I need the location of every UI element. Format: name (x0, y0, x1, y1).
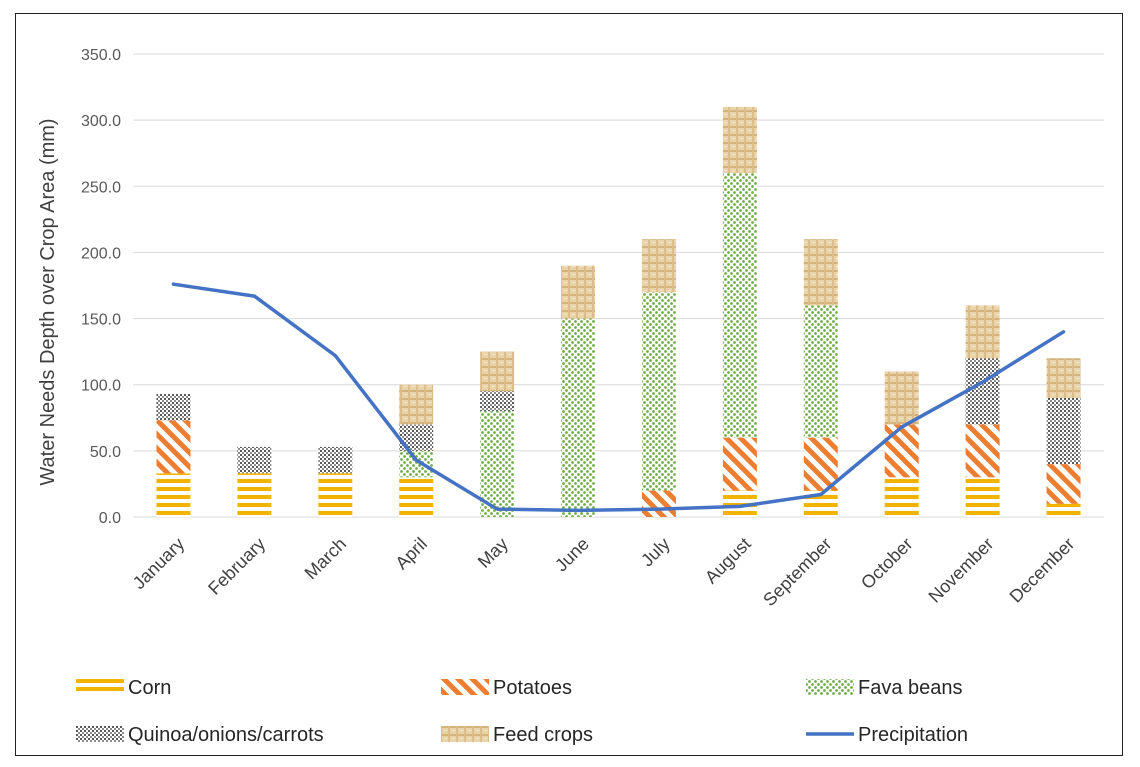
legend: Corn Potatoes Fava beans Quinoa/onions/carr… (76, 677, 968, 746)
bar-segment-potatoes (884, 424, 919, 478)
bar-segment-corn (156, 473, 191, 517)
bar-segment-quinoa-onions-carrots (480, 391, 515, 412)
bar-segment-corn (237, 473, 272, 517)
precipitation-line (171, 282, 1066, 513)
legend-swatch (76, 726, 124, 742)
x-category-label: February (204, 534, 269, 599)
bar-segment-quinoa-onions-carrots (156, 393, 191, 421)
legend-label: Potatoes (493, 677, 572, 699)
bar-segment-quinoa-onions-carrots (965, 358, 1000, 425)
x-category-labels: January February March April May June July Augu… (129, 534, 1079, 610)
precipitation-line-group (171, 282, 1066, 513)
bar-segment-fava-beans (641, 292, 676, 491)
x-category-label: December (1006, 534, 1079, 607)
x-category-label: October (857, 534, 916, 593)
legend-label: Quinoa/onions/carrots (128, 724, 324, 746)
y-tick-label: 250.0 (81, 179, 121, 196)
x-category-label: July (637, 534, 674, 571)
stacked-bar-chart: Water Needs Depth over Crop Area (mm) 0.… (37, 47, 1104, 746)
bar-segment-feed-crops (884, 371, 919, 425)
legend-item: Feed crops (441, 724, 593, 746)
y-tick-label: 350.0 (81, 47, 121, 64)
legend-label: Precipitation (858, 724, 968, 746)
y-tick-label: 300.0 (81, 113, 121, 130)
legend-item: Fava beans (806, 677, 963, 699)
bar-segment-feed-crops (399, 384, 434, 425)
gridlines (133, 53, 1104, 518)
bar-segment-potatoes (722, 437, 757, 491)
y-tick-label: 0.0 (99, 510, 121, 527)
bar-segment-quinoa-onions-carrots (237, 446, 272, 474)
bar-segment-corn (965, 477, 1000, 517)
x-category-label: June (551, 534, 593, 576)
bar-segment-potatoes (965, 424, 1000, 478)
bar-segment-quinoa-onions-carrots (1046, 397, 1081, 465)
y-axis-title: Water Needs Depth over Crop Area (mm) (37, 118, 59, 485)
bar-segment-fava-beans (480, 411, 515, 517)
legend-swatch (806, 679, 854, 695)
legend-item: Precipitation (806, 724, 968, 746)
bar-segment-fava-beans (561, 318, 596, 517)
bar-segment-fava-beans (399, 450, 434, 478)
y-tick-label: 100.0 (81, 378, 121, 395)
bar-segment-corn (1046, 503, 1081, 517)
x-category-label: August (701, 534, 755, 588)
y-tick-label: 50.0 (90, 444, 121, 461)
bar-segment-feed-crops (1046, 358, 1081, 398)
bar-segment-quinoa-onions-carrots (318, 446, 353, 474)
bar-segment-feed-crops (722, 106, 757, 174)
x-category-label: April (391, 534, 431, 574)
bar-segment-corn (884, 477, 919, 517)
bar-segment-potatoes (641, 490, 676, 517)
bar-segment-potatoes (803, 437, 838, 491)
bar-segment-corn (318, 473, 353, 517)
x-category-label: September (759, 534, 835, 610)
x-category-label: May (474, 534, 512, 572)
legend-item: Potatoes (441, 677, 572, 699)
x-category-label: January (129, 534, 188, 593)
x-category-label: March (301, 534, 351, 584)
legend-item: Quinoa/onions/carrots (76, 724, 324, 746)
bar-segment-potatoes (1046, 464, 1081, 504)
bar-segment-feed-crops (641, 239, 676, 293)
bar-segment-corn (399, 477, 434, 517)
legend-label: Feed crops (493, 724, 593, 746)
y-tick-labels: 0.0 50.0 100.0 150.0 200.0 250.0 300.0 350.0 (81, 47, 121, 527)
bar-segment-feed-crops (965, 305, 1000, 359)
bar-segment-feed-crops (803, 239, 838, 306)
legend-swatch (441, 679, 489, 695)
legend-swatch (76, 679, 124, 695)
legend-swatch (441, 726, 489, 742)
y-tick-label: 200.0 (81, 245, 121, 262)
legend-item: Corn (76, 677, 171, 699)
legend-label: Fava beans (858, 677, 963, 699)
bar-segment-feed-crops (480, 351, 515, 392)
bars (156, 106, 1081, 517)
legend-label: Corn (128, 677, 171, 699)
bar-segment-potatoes (156, 420, 191, 474)
chart-frame: Water Needs Depth over Crop Area (mm) 0.… (15, 13, 1123, 756)
y-tick-label: 150.0 (81, 312, 121, 329)
bar-segment-fava-beans (803, 305, 838, 438)
bar-segment-feed-crops (561, 265, 596, 319)
x-category-label: November (925, 534, 998, 607)
bar-segment-fava-beans (722, 173, 757, 438)
